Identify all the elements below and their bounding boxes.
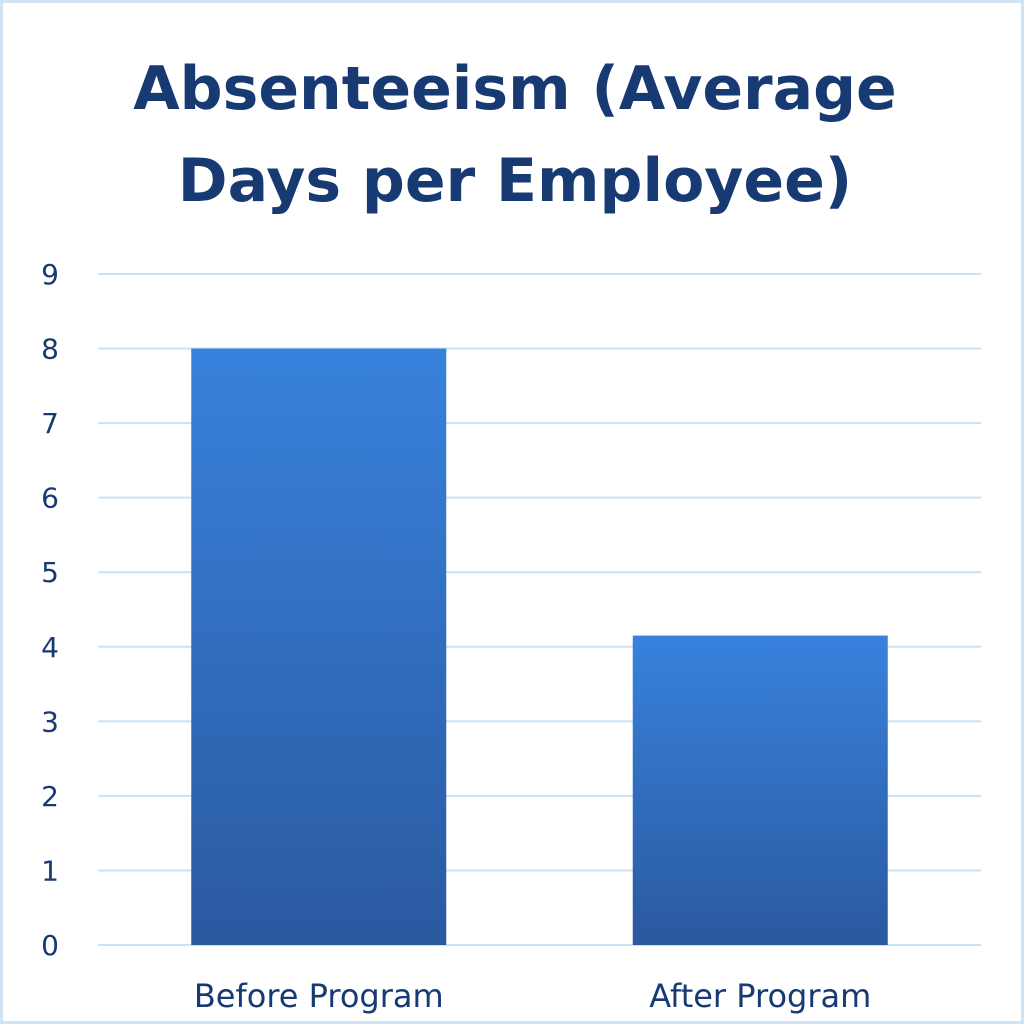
bar-after-program [632, 635, 888, 945]
bar-chart: 0 1 2 3 4 5 6 7 8 9 Before Program After Program [41, 258, 981, 1015]
y-tick-label: 8 [41, 333, 59, 366]
y-tick-label: 3 [41, 705, 59, 738]
y-tick-label: 5 [41, 556, 59, 589]
y-tick-label: 0 [41, 929, 59, 962]
y-tick-label: 1 [41, 854, 59, 887]
y-tick-label: 7 [41, 407, 59, 440]
x-axis-labels: Before Program After Program [194, 977, 871, 1015]
y-tick-label: 4 [41, 631, 59, 664]
y-tick-label: 2 [41, 780, 59, 813]
x-category-label: After Program [649, 977, 871, 1015]
bar-before-program [191, 348, 447, 945]
chart-title: Absenteeism (Average Days per Employee) [133, 54, 897, 216]
bars [191, 348, 888, 945]
y-tick-label: 9 [41, 258, 59, 291]
x-category-label: Before Program [194, 977, 444, 1015]
y-axis-ticks: 0 1 2 3 4 5 6 7 8 9 [41, 258, 59, 962]
y-tick-label: 6 [41, 482, 59, 515]
